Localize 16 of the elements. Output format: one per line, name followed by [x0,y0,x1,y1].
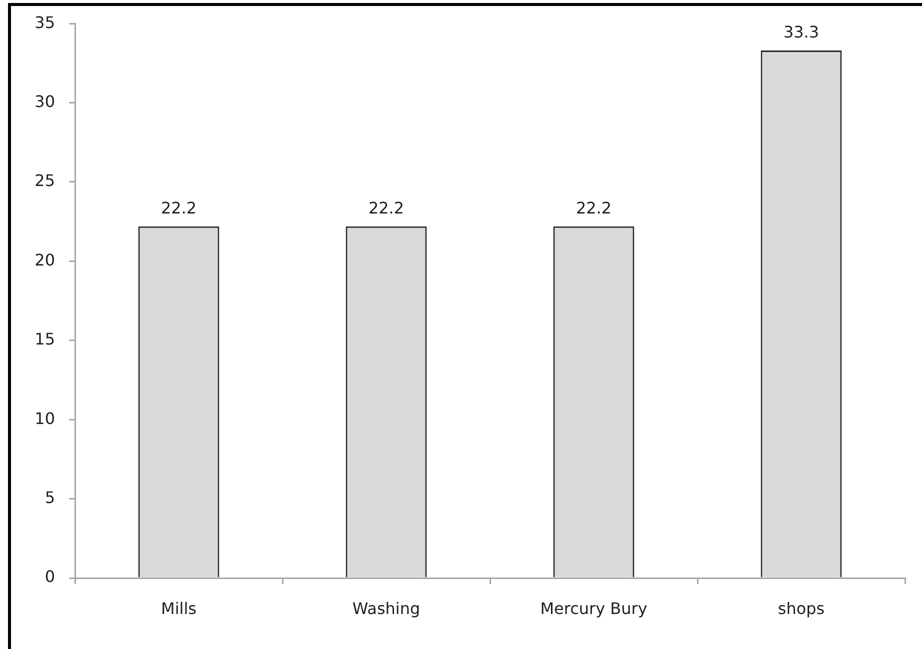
x-tick-label: shops [778,598,825,618]
y-tick-label: 20 [34,250,55,270]
y-tick-label: 25 [34,171,55,190]
data-label: 22.2 [368,198,404,218]
data-label: 33.3 [783,22,820,42]
y-tick-label: 5 [44,488,55,507]
y-tick-label: 15 [34,330,55,349]
y-tick-label: 10 [34,408,55,428]
x-tick-label: Mills [161,598,196,618]
x-tick-label: Washing [352,598,420,618]
data-label: 22.2 [160,198,197,218]
y-tick-label: 35 [34,12,55,32]
y-tick-label: 30 [34,92,55,111]
data-label: 22.2 [576,198,612,218]
y-tick-label: 0 [44,567,55,586]
x-tick-label: Mercury Bury [540,598,648,618]
